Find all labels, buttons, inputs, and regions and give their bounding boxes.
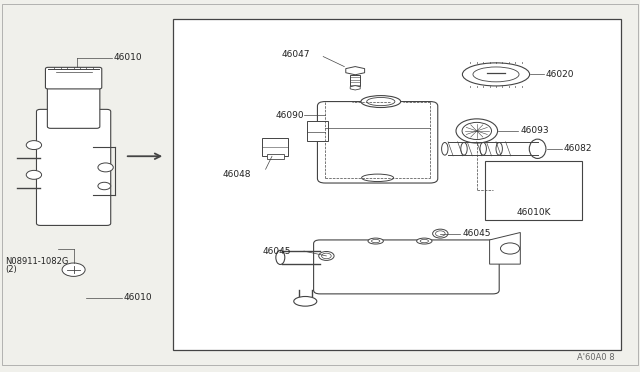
Text: 46045: 46045 xyxy=(262,247,291,256)
FancyBboxPatch shape xyxy=(47,82,100,128)
Ellipse shape xyxy=(371,240,380,243)
Ellipse shape xyxy=(480,142,486,155)
Ellipse shape xyxy=(420,240,429,243)
Ellipse shape xyxy=(362,174,394,182)
Ellipse shape xyxy=(321,253,332,259)
Ellipse shape xyxy=(473,67,519,82)
Text: 46047: 46047 xyxy=(282,50,310,59)
Ellipse shape xyxy=(294,296,317,306)
Polygon shape xyxy=(350,86,360,90)
Ellipse shape xyxy=(529,139,546,158)
Ellipse shape xyxy=(367,97,395,106)
Circle shape xyxy=(62,263,85,276)
Ellipse shape xyxy=(368,238,383,244)
Text: 46045: 46045 xyxy=(462,229,491,238)
Bar xyxy=(350,75,360,86)
Text: (2): (2) xyxy=(5,265,17,274)
Text: 46048: 46048 xyxy=(223,170,252,179)
Polygon shape xyxy=(490,232,520,264)
Ellipse shape xyxy=(496,142,502,155)
Ellipse shape xyxy=(319,251,334,260)
Bar xyxy=(267,154,284,159)
Text: 46010: 46010 xyxy=(113,53,142,62)
Ellipse shape xyxy=(462,122,492,140)
FancyBboxPatch shape xyxy=(314,240,499,294)
Ellipse shape xyxy=(435,231,445,237)
Text: 46010: 46010 xyxy=(124,293,152,302)
Ellipse shape xyxy=(442,142,448,155)
Ellipse shape xyxy=(361,96,401,108)
Text: 46082: 46082 xyxy=(563,144,592,153)
FancyBboxPatch shape xyxy=(45,67,102,89)
Circle shape xyxy=(98,182,111,190)
Text: A'60A0 8: A'60A0 8 xyxy=(577,353,614,362)
Ellipse shape xyxy=(417,238,432,244)
Bar xyxy=(485,161,582,220)
Bar xyxy=(262,138,288,156)
Ellipse shape xyxy=(462,63,530,86)
Text: 46020: 46020 xyxy=(546,70,575,79)
Ellipse shape xyxy=(456,119,498,143)
Bar xyxy=(307,121,328,141)
Ellipse shape xyxy=(461,142,467,155)
Circle shape xyxy=(500,243,520,254)
Text: 46010K: 46010K xyxy=(516,208,551,217)
Text: 46090: 46090 xyxy=(275,111,304,120)
Ellipse shape xyxy=(276,250,285,264)
FancyBboxPatch shape xyxy=(36,109,111,225)
Circle shape xyxy=(26,170,42,179)
Circle shape xyxy=(26,141,42,150)
Text: 46093: 46093 xyxy=(520,126,549,135)
Text: N08911-1082G: N08911-1082G xyxy=(5,257,68,266)
FancyBboxPatch shape xyxy=(317,102,438,183)
Bar xyxy=(173,19,621,350)
Ellipse shape xyxy=(433,229,448,238)
Circle shape xyxy=(98,163,113,172)
Polygon shape xyxy=(346,67,365,75)
